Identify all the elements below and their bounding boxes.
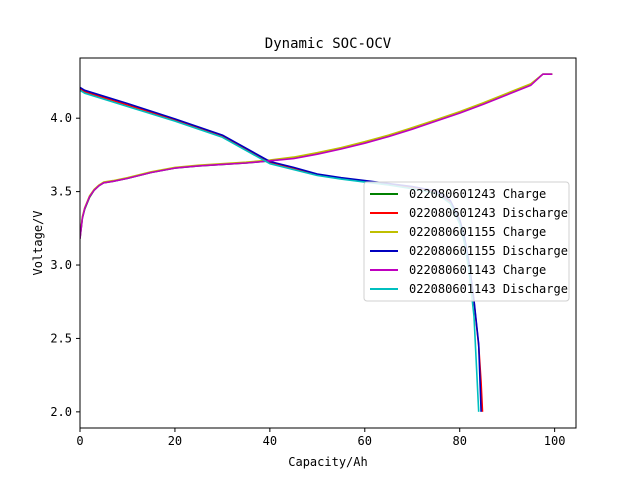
legend-box [363,181,570,302]
y-axis: 2.0 2.5 3.0 3.5 4.0 [50,111,80,419]
x-tick-label: 20 [168,434,182,448]
legend-label: 022080601155 Charge [409,225,546,239]
x-tick-label: 100 [544,434,566,448]
chart-title: Dynamic SOC-OCV [265,36,392,52]
series-line-5 [80,73,553,239]
x-axis-label: Capacity/Ah [288,455,367,469]
x-tick-label: 0 [76,434,83,448]
x-tick-label: 60 [358,434,372,448]
x-axis: 0 20 40 60 80 100 [76,428,565,448]
x-tick-label: 40 [263,434,277,448]
y-tick-label: 2.0 [50,405,72,419]
y-tick-label: 2.5 [50,331,72,345]
y-axis-label: Voltage/V [31,210,45,275]
x-tick-label: 80 [452,434,466,448]
legend: 022080601243 Charge 022080601243 Discharg… [363,181,570,302]
y-tick-label: 4.0 [50,111,72,125]
legend-label: 022080601155 Discharge [409,244,568,258]
y-tick-label: 3.5 [50,185,72,199]
axes-frame [79,57,577,429]
legend-label: 022080601243 Discharge [409,206,568,220]
y-tick-label: 3.0 [50,258,72,272]
legend-label: 022080601143 Discharge [409,282,568,296]
legend-label: 022080601143 Charge [409,263,546,277]
legend-label: 022080601243 Charge [409,187,546,201]
